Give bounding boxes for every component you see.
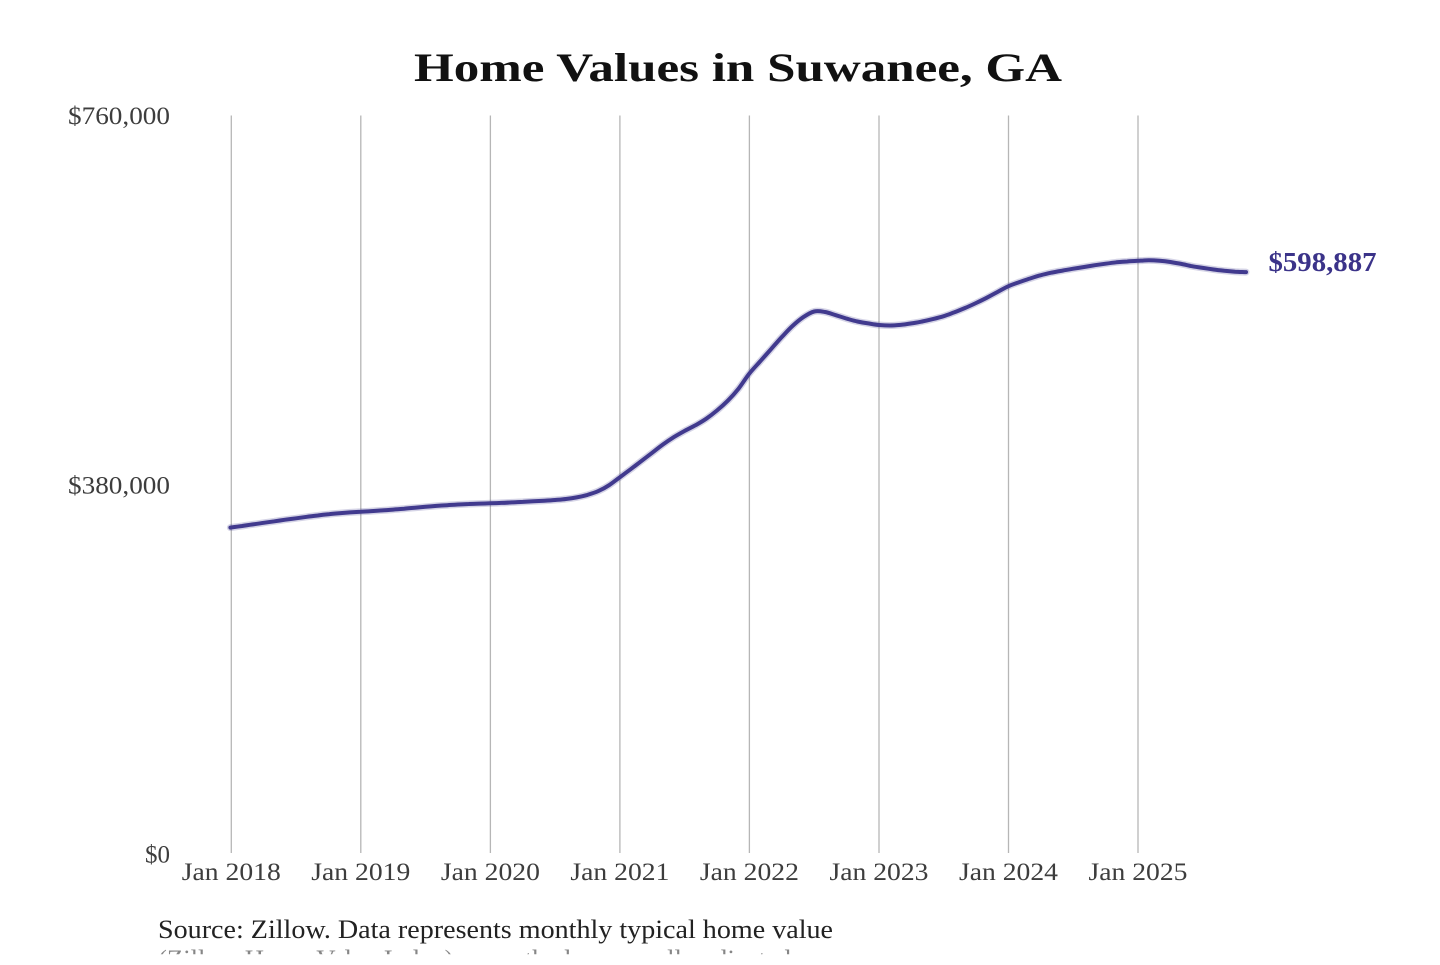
- svg-text:(Zillow Home Value Index), smo: (Zillow Home Value Index), smoothed, sea…: [158, 945, 791, 960]
- svg-text:Jan 2022: Jan 2022: [700, 859, 799, 886]
- svg-text:$0: $0: [145, 842, 170, 869]
- svg-text:$598,887: $598,887: [1269, 247, 1377, 277]
- svg-text:Jan 2020: Jan 2020: [441, 859, 540, 886]
- svg-text:Source: Zillow. Data represent: Source: Zillow. Data represents monthly …: [158, 915, 833, 944]
- svg-text:Jan 2023: Jan 2023: [830, 859, 929, 886]
- svg-text:Jan 2025: Jan 2025: [1089, 859, 1188, 886]
- svg-text:Jan 2024: Jan 2024: [959, 859, 1059, 886]
- svg-text:$760,000: $760,000: [68, 103, 170, 130]
- svg-text:Jan 2019: Jan 2019: [311, 859, 410, 886]
- svg-text:Jan 2021: Jan 2021: [570, 859, 669, 886]
- svg-text:$380,000: $380,000: [68, 473, 170, 500]
- svg-text:Jan 2018: Jan 2018: [182, 859, 281, 886]
- svg-text:Home Values in Suwanee, GA: Home Values in Suwanee, GA: [414, 45, 1062, 90]
